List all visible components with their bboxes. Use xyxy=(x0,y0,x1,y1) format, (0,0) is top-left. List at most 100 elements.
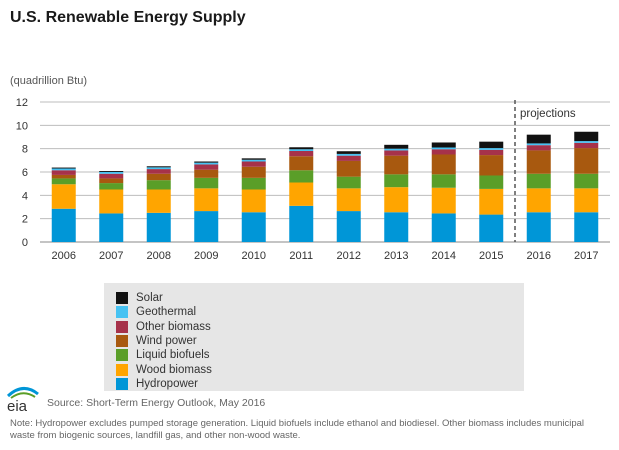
bar-other-biomass-2016 xyxy=(526,145,551,151)
bar-solar-2010 xyxy=(241,158,266,160)
bar-solar-2009 xyxy=(194,161,219,163)
bar-other-biomass-2013 xyxy=(384,150,409,156)
bar-wood-biomass-2011 xyxy=(289,182,314,206)
bar-solar-2007 xyxy=(99,171,124,172)
legend-swatch xyxy=(116,363,128,376)
legend-item-other-biomass: Other biomass xyxy=(116,320,524,334)
stacked-bar-chart: 0 2 4 6 8 10 12 2006 2007 2008 2009 2010 2011 2012 201… xyxy=(16,97,610,262)
bar-liquid-biofuels-2006 xyxy=(51,178,76,185)
bar-wind-power-2014 xyxy=(431,154,456,175)
bar-geothermal-2017 xyxy=(574,141,599,143)
bar-other-biomass-2008 xyxy=(146,169,171,174)
x-tick-label-2014: 2014 xyxy=(432,250,456,262)
legend-label: Hydropower xyxy=(136,377,198,390)
source-text: Source: Short-Term Energy Outlook, May 2… xyxy=(47,397,266,409)
bar-liquid-biofuels-2010 xyxy=(241,177,266,190)
eia-logo-icon: eia xyxy=(6,387,39,414)
bar-other-biomass-2017 xyxy=(574,142,599,149)
bar-liquid-biofuels-2007 xyxy=(99,183,124,190)
x-tick-label-2017: 2017 xyxy=(574,250,598,262)
bar-solar-2014 xyxy=(431,142,456,148)
x-tick-label-2016: 2016 xyxy=(527,250,551,262)
legend-item-wind-power: Wind power xyxy=(116,334,524,348)
legend-label: Wind power xyxy=(136,335,197,348)
y-tick-label-10: 10 xyxy=(16,120,28,132)
legend-swatch xyxy=(116,349,128,362)
bar-solar-2015 xyxy=(479,141,504,149)
chart-legend: Solar Geothermal Other biomass Wind power Li… xyxy=(104,283,524,391)
y-tick-label-8: 8 xyxy=(22,144,28,156)
bar-wind-power-2012 xyxy=(336,160,361,177)
bar-geothermal-2010 xyxy=(241,159,266,162)
eia-logo-text: eia xyxy=(7,398,28,414)
bar-geothermal-2008 xyxy=(146,167,171,170)
bar-solar-2016 xyxy=(526,134,551,144)
bar-other-biomass-2014 xyxy=(431,149,456,155)
bar-solar-2017 xyxy=(574,131,599,142)
x-tick-label-2012: 2012 xyxy=(337,250,361,262)
bar-wind-power-2017 xyxy=(574,148,599,174)
x-tick-label-2013: 2013 xyxy=(384,250,408,262)
bar-hydropower-2017 xyxy=(574,212,599,242)
x-tick-label-2006: 2006 xyxy=(52,250,76,262)
bar-liquid-biofuels-2014 xyxy=(431,174,456,188)
bar-other-biomass-2015 xyxy=(479,149,504,156)
bar-wind-power-2016 xyxy=(526,150,551,174)
bar-liquid-biofuels-2016 xyxy=(526,173,551,189)
x-tick-label-2008: 2008 xyxy=(147,250,171,262)
bar-hydropower-2012 xyxy=(336,211,361,242)
bar-wood-biomass-2012 xyxy=(336,188,361,212)
legend-item-geothermal: Geothermal xyxy=(116,305,524,319)
bar-wood-biomass-2017 xyxy=(574,188,599,213)
bar-geothermal-2011 xyxy=(289,149,314,151)
bar-liquid-biofuels-2011 xyxy=(289,170,314,183)
bar-hydropower-2010 xyxy=(241,212,266,242)
bar-geothermal-2016 xyxy=(526,143,551,146)
bar-hydropower-2011 xyxy=(289,205,314,242)
bar-geothermal-2006 xyxy=(51,168,76,171)
legend-label: Geothermal xyxy=(136,306,197,319)
legend-label: Liquid biofuels xyxy=(136,349,210,362)
bar-hydropower-2015 xyxy=(479,214,504,242)
bar-liquid-biofuels-2008 xyxy=(146,180,171,190)
bar-geothermal-2014 xyxy=(431,147,456,150)
bar-solar-2011 xyxy=(289,147,314,150)
legend-swatch xyxy=(116,306,128,319)
x-tick-label-2011: 2011 xyxy=(289,250,313,262)
bar-wood-biomass-2009 xyxy=(194,188,219,212)
bar-other-biomass-2010 xyxy=(241,161,266,167)
bar-wind-power-2010 xyxy=(241,166,266,178)
bar-hydropower-2006 xyxy=(51,208,76,242)
bar-other-biomass-2007 xyxy=(99,173,124,179)
legend-item-liquid-biofuels: Liquid biofuels xyxy=(116,348,524,362)
legend-label: Solar xyxy=(136,292,163,305)
x-tick-label-2015: 2015 xyxy=(479,250,503,262)
y-tick-label-0: 0 xyxy=(22,237,28,249)
bar-wood-biomass-2016 xyxy=(526,188,551,213)
bar-geothermal-2009 xyxy=(194,162,219,165)
legend-swatch xyxy=(116,292,128,305)
bar-liquid-biofuels-2012 xyxy=(336,176,361,189)
bar-hydropower-2016 xyxy=(526,212,551,242)
x-tick-label-2010: 2010 xyxy=(242,250,266,262)
bar-wind-power-2011 xyxy=(289,156,314,171)
bar-geothermal-2013 xyxy=(384,148,409,151)
bar-geothermal-2012 xyxy=(336,153,361,156)
bar-wood-biomass-2010 xyxy=(241,189,266,213)
y-tick-label-12: 12 xyxy=(16,97,28,109)
bar-solar-2013 xyxy=(384,144,409,149)
bar-liquid-biofuels-2017 xyxy=(574,173,599,189)
legend-swatch xyxy=(116,377,128,390)
bar-wind-power-2009 xyxy=(194,169,219,178)
legend-item-solar: Solar xyxy=(116,291,524,305)
bar-other-biomass-2011 xyxy=(289,151,314,157)
projections-label: projections xyxy=(520,108,576,120)
bar-hydropower-2009 xyxy=(194,211,219,242)
bar-wood-biomass-2008 xyxy=(146,189,171,213)
bar-other-biomass-2009 xyxy=(194,164,219,170)
bar-wood-biomass-2015 xyxy=(479,188,504,215)
y-tick-label-6: 6 xyxy=(22,167,28,179)
legend-swatch xyxy=(116,320,128,333)
bar-wood-biomass-2007 xyxy=(99,189,124,214)
bar-liquid-biofuels-2009 xyxy=(194,177,219,189)
